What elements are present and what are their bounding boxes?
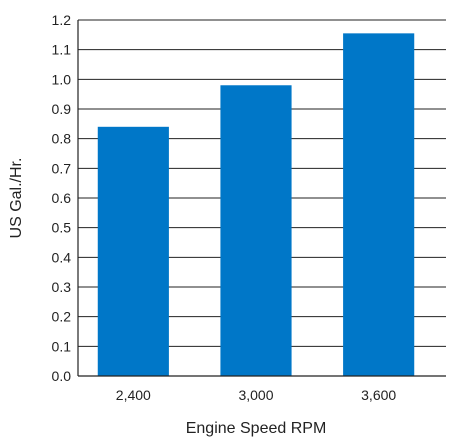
x-tick-label: 2,400 bbox=[116, 387, 151, 403]
y-tick-label: 0.8 bbox=[52, 131, 72, 147]
bar bbox=[343, 33, 415, 376]
bar bbox=[97, 126, 169, 376]
y-tick-label: 0.6 bbox=[52, 190, 72, 206]
y-tick-label: 1.1 bbox=[52, 42, 72, 58]
y-tick-label: 0.9 bbox=[52, 101, 72, 117]
x-tick-label: 3,000 bbox=[238, 387, 273, 403]
y-tick-label: 0.0 bbox=[52, 368, 72, 384]
x-tick-label: 3,600 bbox=[361, 387, 396, 403]
y-tick-label: 1.2 bbox=[52, 12, 72, 28]
y-tick-label: 0.2 bbox=[52, 309, 72, 325]
bar-series bbox=[97, 33, 415, 377]
y-tick-label: 0.3 bbox=[52, 279, 72, 295]
y-tick-label: 0.5 bbox=[52, 220, 72, 236]
y-tick-label: 0.4 bbox=[52, 249, 72, 265]
y-axis-title: US Gal./Hr. bbox=[8, 158, 25, 239]
y-tick-label: 1.0 bbox=[52, 71, 72, 87]
y-tick-label: 0.7 bbox=[52, 160, 72, 176]
y-tick-label: 0.1 bbox=[52, 338, 72, 354]
bar bbox=[220, 85, 292, 377]
y-axis-ticks: 0.0 0.1 0.2 0.3 0.4 0.5 0.6 0.7 0.8 0.9 1.0 1.1 1.2 bbox=[52, 12, 72, 384]
x-axis-ticks: 2,400 3,000 3,600 bbox=[116, 387, 397, 403]
x-axis-title: Engine Speed RPM bbox=[186, 420, 327, 437]
